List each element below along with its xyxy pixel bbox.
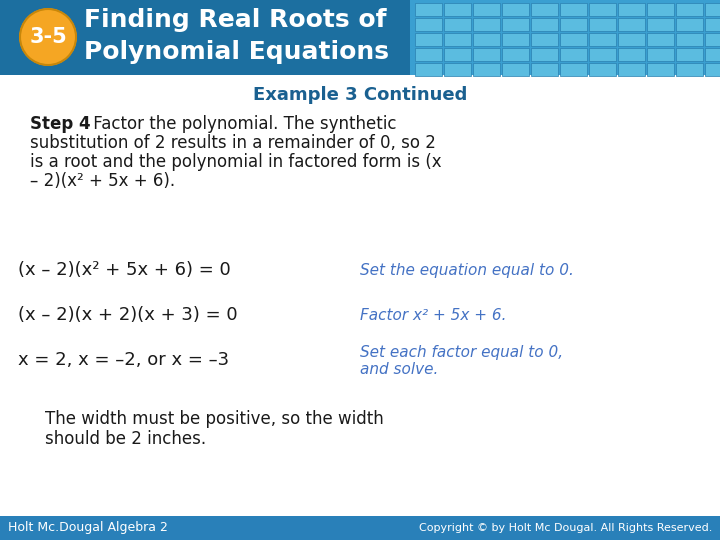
Text: (x – 2)(x + 2)(x + 3) = 0: (x – 2)(x + 2)(x + 3) = 0 xyxy=(18,306,238,324)
Bar xyxy=(560,63,587,76)
Bar xyxy=(473,3,500,16)
Text: is a root and the polynomial in factored form is (x: is a root and the polynomial in factored… xyxy=(30,153,441,171)
Bar xyxy=(589,63,616,76)
Bar xyxy=(618,63,645,76)
Bar xyxy=(531,33,558,46)
Bar xyxy=(560,18,587,31)
Bar xyxy=(647,48,674,61)
Bar xyxy=(676,3,703,16)
Bar xyxy=(502,33,529,46)
Bar xyxy=(444,48,471,61)
Bar xyxy=(618,33,645,46)
Text: (x – 2)(x² + 5x + 6) = 0: (x – 2)(x² + 5x + 6) = 0 xyxy=(18,261,230,279)
Circle shape xyxy=(20,9,76,65)
Bar xyxy=(618,18,645,31)
Bar xyxy=(647,18,674,31)
Text: Set the equation equal to 0.: Set the equation equal to 0. xyxy=(360,262,574,278)
Text: x = 2, x = –2, or x = –3: x = 2, x = –2, or x = –3 xyxy=(18,351,229,369)
Bar xyxy=(647,63,674,76)
Bar xyxy=(618,48,645,61)
Text: Copyright © by Holt Mc Dougal. All Rights Reserved.: Copyright © by Holt Mc Dougal. All Right… xyxy=(418,523,712,533)
Bar xyxy=(589,48,616,61)
Bar xyxy=(444,18,471,31)
Text: Holt Mc.Dougal Algebra 2: Holt Mc.Dougal Algebra 2 xyxy=(8,522,168,535)
Bar xyxy=(676,63,703,76)
Bar xyxy=(473,33,500,46)
Bar xyxy=(415,33,442,46)
Bar xyxy=(647,3,674,16)
Bar xyxy=(410,0,720,75)
Text: Set each factor equal to 0,: Set each factor equal to 0, xyxy=(360,345,563,360)
Bar xyxy=(444,33,471,46)
Bar xyxy=(705,3,720,16)
Text: Step 4: Step 4 xyxy=(30,115,91,133)
Bar xyxy=(676,18,703,31)
Bar xyxy=(531,18,558,31)
Bar xyxy=(444,63,471,76)
Bar xyxy=(705,63,720,76)
Text: 3-5: 3-5 xyxy=(29,27,67,47)
Bar xyxy=(444,3,471,16)
Bar xyxy=(473,18,500,31)
Bar xyxy=(531,63,558,76)
Text: substitution of 2 results in a remainder of 0, so 2: substitution of 2 results in a remainder… xyxy=(30,134,436,152)
Bar xyxy=(589,3,616,16)
Bar xyxy=(0,0,410,75)
Bar xyxy=(415,3,442,16)
Bar xyxy=(618,3,645,16)
Bar xyxy=(473,63,500,76)
Bar xyxy=(560,33,587,46)
Bar xyxy=(531,48,558,61)
Bar xyxy=(502,18,529,31)
Text: Factor x² + 5x + 6.: Factor x² + 5x + 6. xyxy=(360,307,506,322)
Bar xyxy=(705,33,720,46)
Bar xyxy=(560,48,587,61)
Bar xyxy=(415,48,442,61)
Text: The width must be positive, so the width: The width must be positive, so the width xyxy=(45,410,384,428)
Text: Example 3 Continued: Example 3 Continued xyxy=(253,86,467,104)
Bar xyxy=(502,63,529,76)
Bar xyxy=(473,48,500,61)
Text: – 2)(x² + 5x + 6).: – 2)(x² + 5x + 6). xyxy=(30,172,175,190)
Bar xyxy=(676,33,703,46)
Bar xyxy=(0,516,720,540)
Bar xyxy=(415,18,442,31)
Text: Factor the polynomial. The synthetic: Factor the polynomial. The synthetic xyxy=(88,115,397,133)
Text: and solve.: and solve. xyxy=(360,362,438,377)
Bar xyxy=(589,33,616,46)
Text: Finding Real Roots of: Finding Real Roots of xyxy=(84,8,387,32)
Bar xyxy=(560,3,587,16)
Bar xyxy=(531,3,558,16)
Bar xyxy=(589,18,616,31)
Bar xyxy=(676,48,703,61)
Bar xyxy=(415,63,442,76)
Bar xyxy=(502,48,529,61)
Bar xyxy=(705,48,720,61)
Bar xyxy=(705,18,720,31)
Text: should be 2 inches.: should be 2 inches. xyxy=(45,430,206,448)
Bar xyxy=(647,33,674,46)
Text: Polynomial Equations: Polynomial Equations xyxy=(84,40,389,64)
Bar xyxy=(502,3,529,16)
